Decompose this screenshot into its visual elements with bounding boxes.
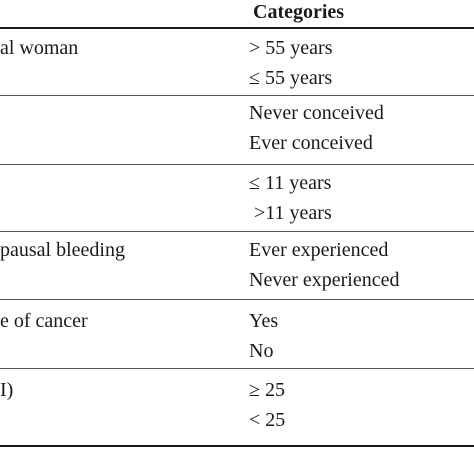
row-divider — [0, 164, 474, 165]
header-rule — [0, 27, 474, 29]
row-4-category-1: Ever experienced — [249, 239, 389, 261]
row-6-variable: I) — [0, 379, 14, 401]
row-3-category-1: ≤ 11 years — [249, 172, 332, 194]
row-5-category-1: Yes — [249, 310, 279, 332]
row-5-variable: e of cancer — [0, 310, 88, 332]
row-2-category-1: Never conceived — [249, 102, 384, 124]
bottom-rule — [0, 445, 474, 447]
row-5-category-2: No — [249, 340, 274, 362]
row-1-variable: al woman — [0, 37, 79, 59]
row-1-category-2: ≤ 55 years — [249, 67, 333, 89]
row-4-category-2: Never experienced — [249, 269, 400, 291]
column-header-categories: Categories — [253, 1, 345, 23]
row-6-category-1: ≥ 25 — [249, 379, 285, 401]
row-divider — [0, 231, 474, 232]
row-divider — [0, 299, 474, 300]
row-1-category-1: > 55 years — [249, 37, 333, 59]
row-divider — [0, 368, 474, 369]
row-3-category-2: >11 years — [249, 202, 332, 224]
row-2-category-2: Ever conceived — [249, 132, 373, 154]
row-4-variable: pausal bleeding — [0, 239, 125, 261]
row-6-category-2: < 25 — [249, 409, 286, 431]
row-divider — [0, 95, 474, 96]
